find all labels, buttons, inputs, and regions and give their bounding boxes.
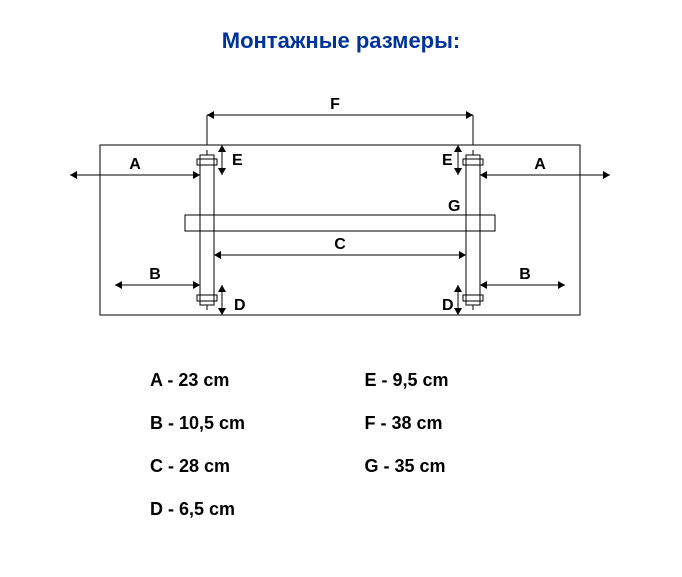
svg-text:F: F: [330, 96, 340, 113]
legend-value: 9,5 cm: [392, 370, 448, 390]
legend-value: 35 cm: [394, 456, 445, 476]
svg-text:B: B: [149, 266, 161, 283]
legend-row: E - 9,5 cm: [364, 370, 544, 391]
legend-row: B - 10,5 cm: [150, 413, 360, 434]
legend-value: 23 cm: [178, 370, 229, 390]
svg-text:E: E: [442, 152, 453, 169]
dimension-legend: A - 23 cm B - 10,5 cm C - 28 cm D - 6,5 …: [150, 370, 550, 542]
legend-key: C: [150, 456, 163, 476]
legend-key: D: [150, 499, 163, 519]
mounting-diagram: F A A E E G C B B D D: [70, 85, 610, 350]
legend-key: E: [364, 370, 376, 390]
legend-key: G: [364, 456, 378, 476]
legend-value: 6,5 cm: [179, 499, 235, 519]
legend-row: G - 35 cm: [364, 456, 544, 477]
diagram-title: Монтажные размеры:: [0, 28, 682, 54]
legend-row: A - 23 cm: [150, 370, 360, 391]
legend-row: C - 28 cm: [150, 456, 360, 477]
legend-row: D - 6,5 cm: [150, 499, 360, 520]
legend-row: F - 38 cm: [364, 413, 544, 434]
legend-col-left: A - 23 cm B - 10,5 cm C - 28 cm D - 6,5 …: [150, 370, 360, 542]
svg-text:A: A: [129, 156, 141, 173]
svg-text:D: D: [442, 297, 454, 314]
diagram-svg: F A A E E G C B B D D: [70, 85, 610, 345]
svg-text:D: D: [234, 297, 246, 314]
legend-value: 28 cm: [179, 456, 230, 476]
legend-value: 38 cm: [391, 413, 442, 433]
legend-col-right: E - 9,5 cm F - 38 cm G - 35 cm: [364, 370, 544, 499]
svg-text:E: E: [232, 152, 243, 169]
legend-key: A: [150, 370, 162, 390]
svg-text:B: B: [519, 266, 531, 283]
legend-value: 10,5 cm: [179, 413, 245, 433]
legend-key: F: [364, 413, 375, 433]
svg-text:A: A: [534, 156, 546, 173]
svg-text:G: G: [448, 198, 460, 215]
svg-text:C: C: [334, 236, 346, 253]
legend-key: B: [150, 413, 163, 433]
